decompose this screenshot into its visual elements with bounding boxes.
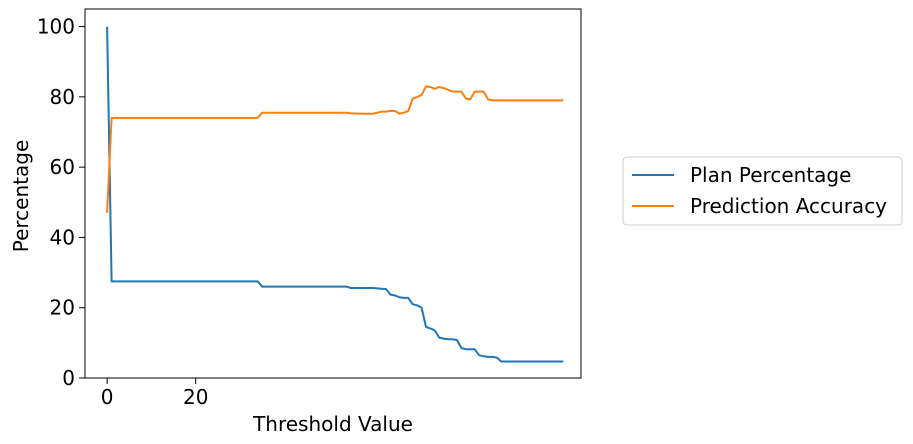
y-tick-label: 100 (37, 15, 75, 39)
series-line-prediction-accuracy (106, 85, 564, 213)
legend-label-prediction-accuracy: Prediction Accuracy (690, 194, 887, 218)
x-axis-label: Threshold Value (252, 412, 413, 436)
series-layer (106, 26, 564, 363)
series-line-plan-percentage (106, 26, 564, 363)
plot-area-frame (84, 8, 582, 379)
y-tick-label: 20 (50, 296, 75, 320)
x-tick-label: 20 (183, 385, 208, 409)
legend-box (622, 156, 903, 226)
tick-layer: 0 20 0 20 40 60 80 100 (37, 15, 209, 409)
legend-label-plan-percentage: Plan Percentage (690, 163, 851, 187)
x-tick-label: 0 (101, 385, 114, 409)
y-tick-label: 0 (62, 366, 75, 390)
y-tick-label: 60 (50, 155, 75, 179)
y-axis-label: Percentage (9, 140, 33, 253)
y-tick-label: 80 (50, 85, 75, 109)
legend: Plan Percentage Prediction Accuracy (622, 156, 903, 226)
y-tick-label: 40 (50, 225, 75, 249)
